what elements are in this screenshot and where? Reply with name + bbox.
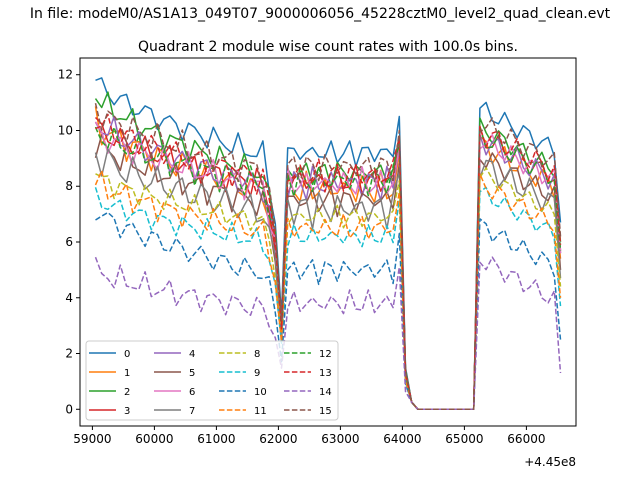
- x-tick-label: 61000: [197, 432, 235, 446]
- x-axis: 59000 60000 61000 62000 63000 64000 65000 66000: [73, 426, 545, 446]
- series-line-2: [94, 91, 562, 411]
- y-tick-label: 0: [65, 402, 73, 416]
- suptitle: In file: modeM0/AS1A13_049T07_9000006056…: [30, 6, 611, 22]
- x-tick-label: 59000: [73, 432, 111, 446]
- legend-label-5: 5: [189, 368, 195, 379]
- legend-label-9: 9: [254, 368, 260, 379]
- legend-label-13: 13: [319, 368, 332, 379]
- legend-label-0: 0: [124, 349, 130, 360]
- y-tick-label: 6: [65, 235, 73, 249]
- legend-label-8: 8: [254, 349, 260, 360]
- x-offset-label: +4.45e8: [524, 455, 576, 469]
- legend-label-10: 10: [254, 387, 267, 398]
- series-line-7: [94, 148, 562, 411]
- y-tick-label: 4: [65, 291, 73, 305]
- series-line-6: [94, 121, 562, 411]
- chart-title: Quadrant 2 module wise count rates with …: [138, 39, 518, 55]
- x-tick-label: 60000: [135, 432, 173, 446]
- series-line-9: [94, 186, 562, 411]
- x-tick-label: 62000: [259, 432, 297, 446]
- legend-label-3: 3: [124, 406, 130, 417]
- y-tick-label: 12: [58, 68, 73, 82]
- x-tick-label: 63000: [321, 432, 359, 446]
- legend-label-7: 7: [189, 406, 195, 417]
- series-line-12: [94, 125, 562, 411]
- legend-box: [85, 340, 339, 421]
- legend-label-4: 4: [189, 349, 195, 360]
- legend-label-2: 2: [124, 387, 130, 398]
- series-line-13: [95, 113, 562, 411]
- y-tick-label: 2: [65, 347, 73, 361]
- y-tick-label: 10: [58, 123, 73, 137]
- series-line-0: [95, 77, 562, 411]
- x-tick-label: 65000: [445, 432, 483, 446]
- legend-label-15: 15: [319, 406, 332, 417]
- series-line-8: [95, 167, 562, 411]
- series-line-15: [94, 103, 562, 411]
- legend-label-11: 11: [254, 406, 267, 417]
- legend-label-14: 14: [319, 387, 332, 398]
- series-layer: [94, 77, 562, 411]
- series-line-14: [94, 256, 562, 411]
- series-line-11: [94, 169, 562, 411]
- x-tick-label: 66000: [507, 432, 545, 446]
- legend-label-1: 1: [124, 368, 130, 379]
- y-axis: 0 2 4 6 8 10 12: [58, 68, 80, 416]
- legend-label-12: 12: [319, 349, 332, 360]
- series-line-10: [95, 211, 562, 411]
- x-tick-label: 64000: [383, 432, 421, 446]
- y-tick-label: 8: [65, 179, 73, 193]
- legend-label-6: 6: [189, 387, 195, 398]
